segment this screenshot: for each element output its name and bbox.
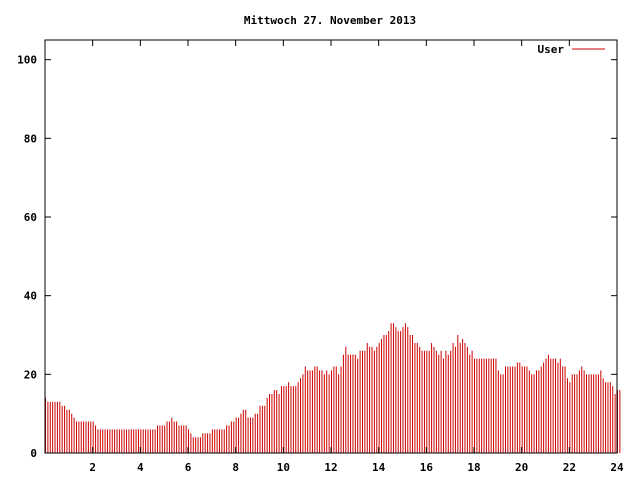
x-tick-label: 8 [232, 461, 239, 474]
y-tick-label: 40 [24, 290, 37, 303]
y-tick-labels: 0 20 40 60 80 100 [17, 54, 37, 460]
y-tick-label: 20 [24, 368, 37, 381]
chart-title: Mittwoch 27. November 2013 [244, 14, 416, 27]
y-tick-label: 0 [30, 447, 37, 460]
legend: User [538, 43, 605, 56]
x-tick-label: 24 [610, 461, 624, 474]
x-tick-labels: 2 4 6 8 10 12 14 16 18 20 22 24 [89, 461, 624, 474]
bar-group [45, 323, 621, 453]
x-tick-label: 16 [420, 461, 434, 474]
x-tick-label: 18 [467, 461, 480, 474]
axis-ticks [45, 40, 618, 454]
x-tick-label: 20 [515, 461, 528, 474]
plot-frame [44, 39, 618, 454]
x-tick-label: 6 [185, 461, 192, 474]
x-tick-label: 10 [277, 461, 290, 474]
x-tick-label: 12 [324, 461, 337, 474]
y-tick-label: 80 [24, 132, 37, 145]
x-tick-label: 4 [137, 461, 144, 474]
x-tick-label: 14 [372, 461, 386, 474]
legend-label: User [538, 43, 565, 56]
y-tick-label: 60 [24, 211, 37, 224]
y-tick-label: 100 [17, 54, 37, 67]
x-tick-label: 2 [89, 461, 96, 474]
x-tick-label: 22 [563, 461, 576, 474]
